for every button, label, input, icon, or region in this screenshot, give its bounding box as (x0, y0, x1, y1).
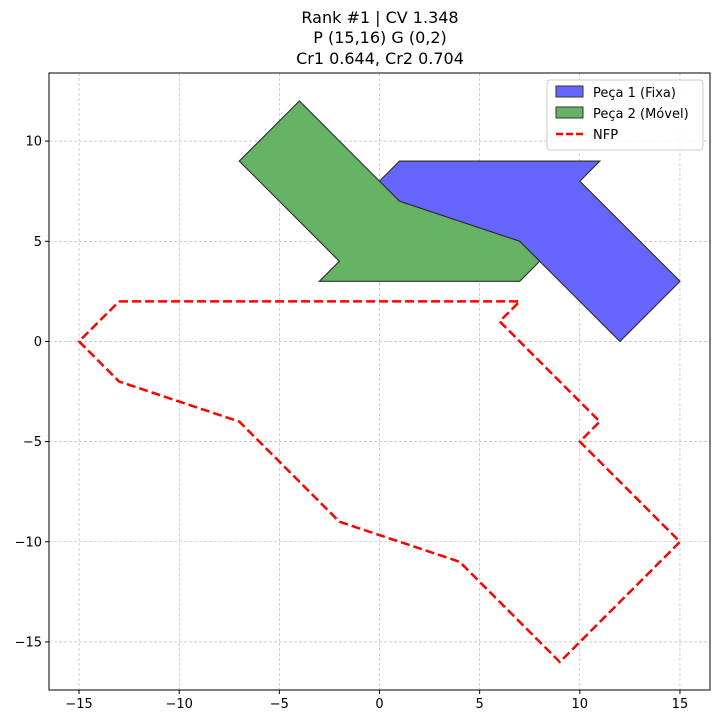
series-polygon-1 (238, 100, 541, 282)
legend-swatch-0 (555, 85, 584, 98)
series-line-2 (77, 300, 682, 664)
y-tick-label: −5 (23, 435, 42, 450)
y-tick-label: −15 (15, 635, 42, 650)
x-tick-label: 5 (476, 697, 484, 712)
x-tick-label: −10 (165, 697, 192, 712)
x-tick-label: 15 (672, 697, 689, 712)
y-tick-label: 5 (34, 235, 42, 250)
legend: Peça 1 (Fixa) Peça 2 (Móvel) NFP (546, 79, 704, 151)
ticks: −15 −10 −5 0 5 10 15 −15 −10 −5 0 5 10 (15, 135, 689, 712)
x-tick-label: −5 (270, 697, 289, 712)
x-tick-label: −15 (65, 697, 92, 712)
y-tick-label: −10 (15, 535, 42, 550)
legend-swatch-1 (555, 106, 584, 119)
title-line-3: Cr1 0.644, Cr2 0.704 (296, 49, 464, 68)
legend-label-0: Peça 1 (Fixa) (593, 86, 676, 101)
chart-title: Rank #1 | CV 1.348 P (15,16) G (0,2) Cr1… (296, 8, 464, 68)
x-tick-label: 0 (375, 697, 383, 712)
y-tick-label: 0 (34, 335, 42, 350)
x-tick-label: 10 (572, 697, 589, 712)
legend-label-1: Peça 2 (Móvel) (593, 107, 689, 122)
legend-box (546, 79, 704, 151)
grid (49, 73, 710, 690)
legend-label-2: NFP (593, 128, 618, 143)
series-layer (77, 100, 682, 664)
y-tick-label: 10 (25, 135, 42, 150)
title-line-2: P (15,16) G (0,2) (313, 28, 447, 47)
title-line-1: Rank #1 | CV 1.348 (301, 8, 458, 27)
